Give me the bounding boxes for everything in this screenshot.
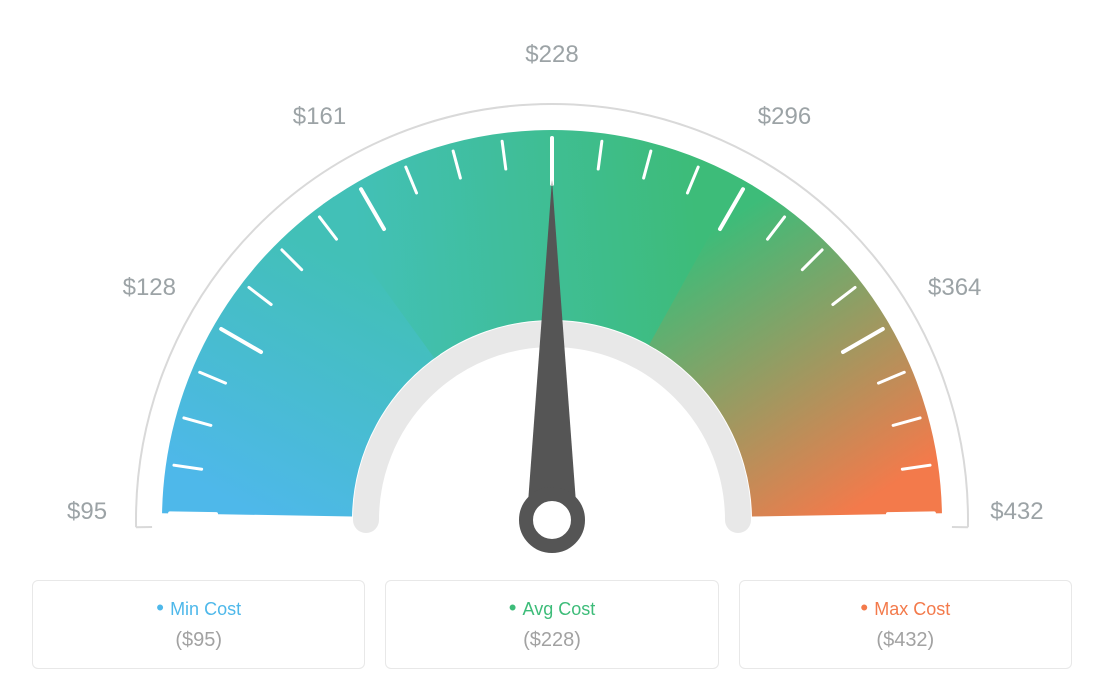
- gauge-tick-label: $228: [525, 41, 578, 69]
- legend-avg-value: ($228): [386, 629, 717, 652]
- gauge-tick-label: $128: [123, 274, 176, 302]
- gauge-tick-label: $161: [293, 103, 346, 131]
- legend-avg-card: Avg Cost ($228): [385, 580, 718, 669]
- legend-max-label: Max Cost: [740, 595, 1071, 621]
- legend-avg-label: Avg Cost: [386, 595, 717, 621]
- legend-max-card: Max Cost ($432): [739, 580, 1072, 669]
- legend-max-value: ($432): [740, 629, 1071, 652]
- gauge-tick-label: $296: [758, 103, 811, 131]
- gauge-tick-label: $432: [990, 498, 1043, 526]
- gauge-tick-label: $95: [67, 498, 107, 526]
- gauge-tick-label: $364: [928, 274, 981, 302]
- legend-min-card: Min Cost ($95): [32, 580, 365, 669]
- legend-min-value: ($95): [33, 629, 364, 652]
- legend-row: Min Cost ($95) Avg Cost ($228) Max Cost …: [32, 580, 1072, 669]
- gauge-chart: $95 $128 $161 $228 $296 $364 $432: [0, 0, 1104, 570]
- legend-min-label: Min Cost: [33, 595, 364, 621]
